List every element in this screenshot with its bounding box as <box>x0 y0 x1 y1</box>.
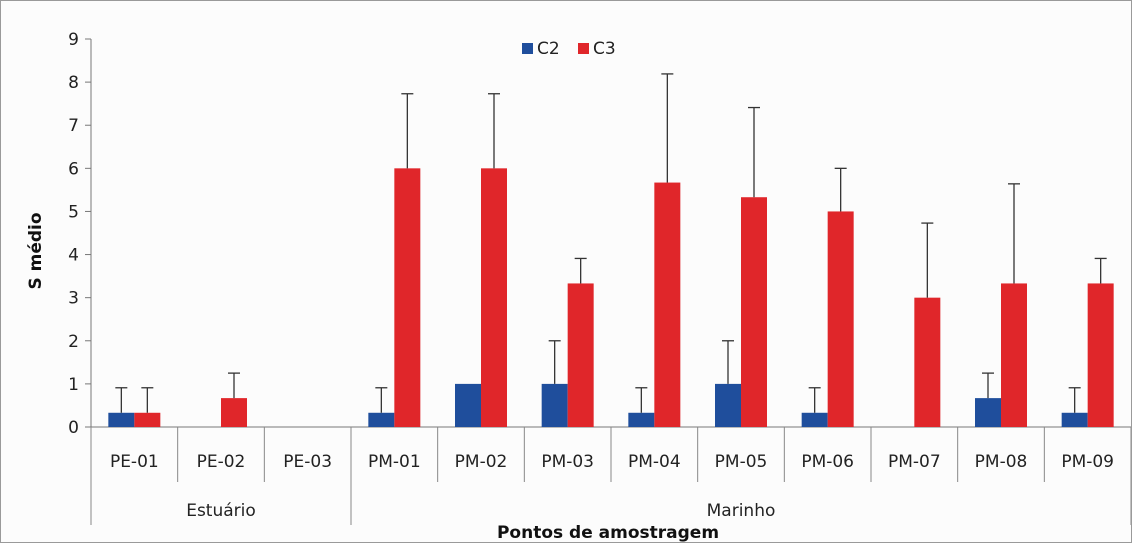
bar-c3 <box>741 197 767 427</box>
bar-c3 <box>827 211 854 427</box>
bar-c3 <box>914 297 941 427</box>
y-tick-label: 6 <box>68 159 79 179</box>
y-axis-title: S médio <box>26 212 46 289</box>
y-tick-label: 2 <box>68 332 79 352</box>
x-tick-label: PM-01 <box>368 452 421 472</box>
x-tick-label: PM-08 <box>975 452 1028 472</box>
y-tick-label: 4 <box>68 246 79 266</box>
x-tick-label: PM-09 <box>1061 452 1114 472</box>
y-tick-label: 0 <box>68 418 79 438</box>
x-tick-label: PM-03 <box>541 452 594 472</box>
x-group-label: Marinho <box>707 501 776 521</box>
bar-c2 <box>628 412 655 427</box>
x-tick-label: PE-02 <box>197 452 246 472</box>
bar-c2 <box>455 383 481 427</box>
bar-c2 <box>541 383 568 427</box>
y-tick-label: 9 <box>68 30 79 50</box>
bar-c3 <box>221 398 247 427</box>
legend: C2 C3 <box>522 39 616 59</box>
legend-label-c2: C2 <box>537 39 560 59</box>
bar-c3 <box>481 168 507 428</box>
legend-swatch-c2 <box>522 43 533 54</box>
x-axis-title: Pontos de amostragem <box>497 523 719 542</box>
bars-layer <box>108 168 1114 428</box>
x-tick-label: PM-05 <box>715 452 768 472</box>
x-group-label: Estuário <box>186 501 256 521</box>
y-tick-label: 3 <box>68 289 79 309</box>
bar-c2 <box>715 383 741 427</box>
bar-c3 <box>1001 283 1027 427</box>
bar-c3 <box>394 168 421 428</box>
bar-c2 <box>108 412 135 427</box>
legend-swatch-c3 <box>578 43 589 54</box>
x-tick-label: PM-07 <box>888 452 941 472</box>
x-tick-label: PM-04 <box>628 452 681 472</box>
error-bars-layer <box>115 73 1107 413</box>
bar-c3 <box>1087 283 1114 427</box>
y-tick-label: 7 <box>68 116 79 136</box>
x-tick-label: PE-01 <box>110 452 159 472</box>
y-tick-label: 1 <box>68 375 79 395</box>
bar-c2 <box>801 412 828 427</box>
legend-label-c3: C3 <box>593 39 616 59</box>
x-tick-label: PE-03 <box>283 452 332 472</box>
y-tick-label: 8 <box>68 73 79 93</box>
bar-c3 <box>654 182 681 427</box>
x-tick-label: PM-06 <box>801 452 854 472</box>
bar-c2 <box>368 412 395 427</box>
bar-c3 <box>134 412 161 427</box>
y-tick-label: 5 <box>68 202 79 222</box>
x-axis: PE-01 PE-02 PE-03 PM-01 PM-02 PM-03 PM-04 PM-05… <box>90 426 1131 525</box>
x-tick-label: PM-02 <box>455 452 508 472</box>
bar-c2 <box>975 398 1001 427</box>
bar-c2 <box>1061 412 1088 427</box>
bar-c3 <box>567 283 594 427</box>
y-axis: 0 1 2 3 4 5 6 7 8 9 <box>68 30 92 438</box>
